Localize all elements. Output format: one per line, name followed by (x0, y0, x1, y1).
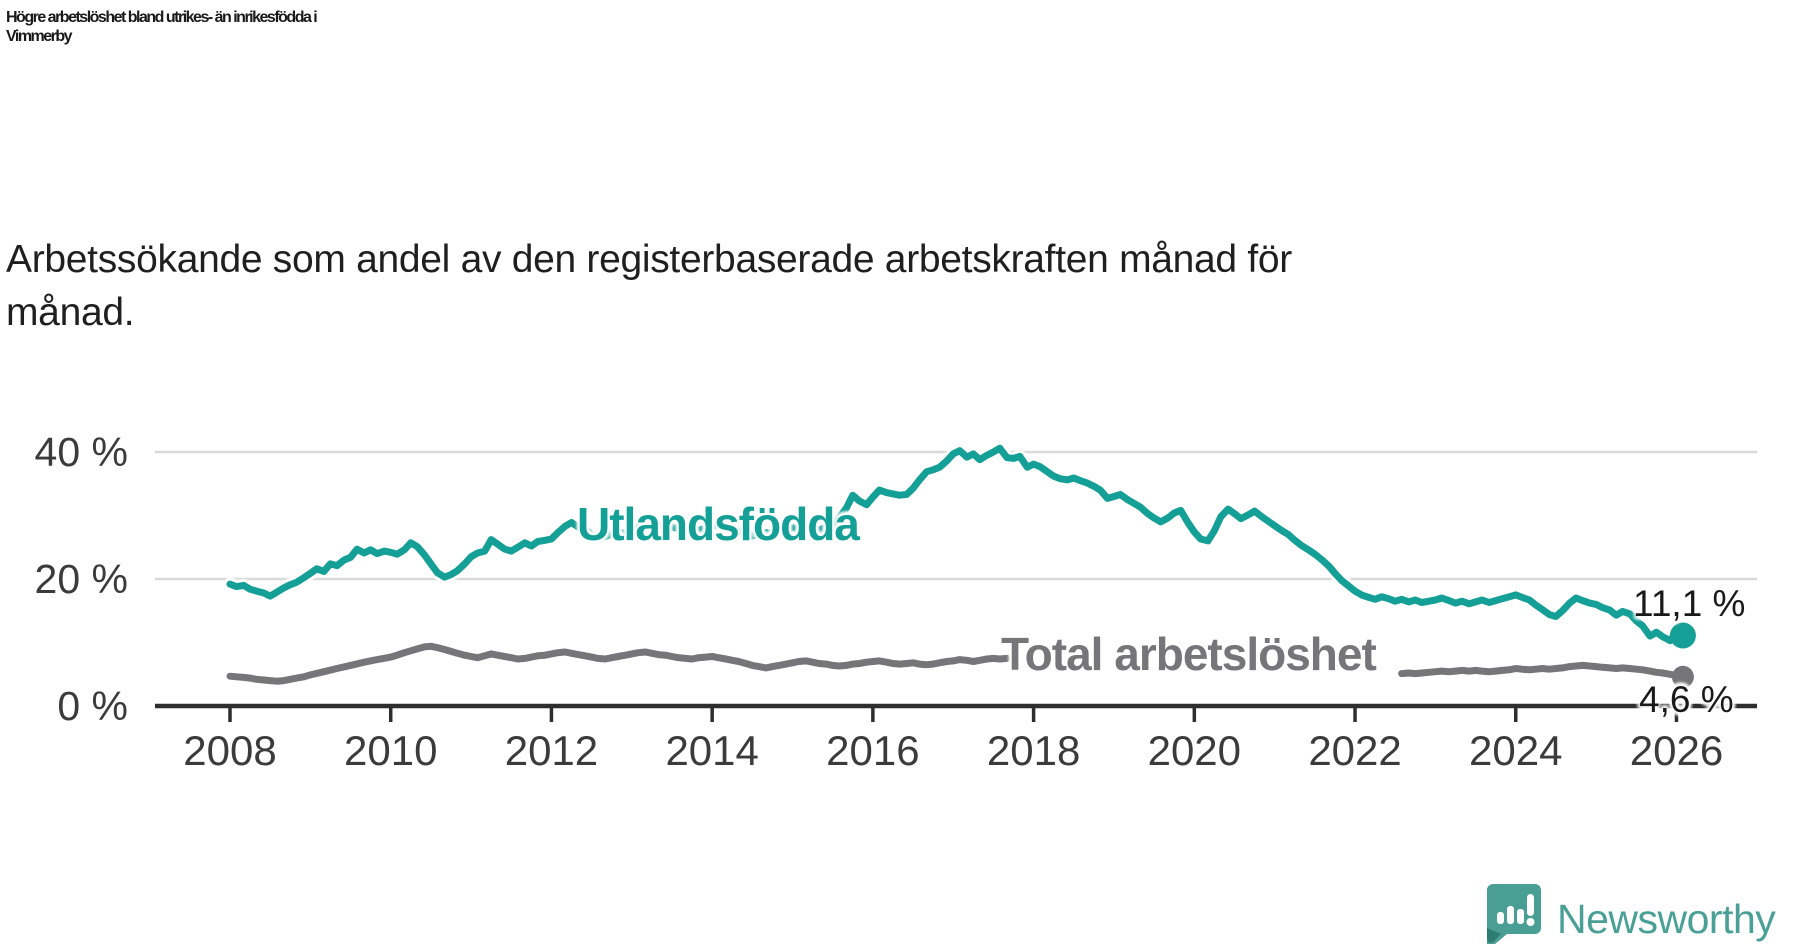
line-Total arbetslöshet (1398, 661, 1687, 681)
x-axis-label-2022: 2022 (1308, 727, 1402, 774)
x-axis-label-2014: 2014 (665, 727, 759, 774)
x-axis-label-2010: 2010 (344, 727, 438, 774)
x-axis-label-2016: 2016 (826, 727, 920, 774)
title-line-1: Högre arbetslöshet bland utrikes- än inr… (6, 9, 318, 26)
y-axis-label-0: 0 % (57, 683, 128, 729)
newsworthy-brand-text: Newsworthy (1557, 896, 1776, 942)
end-value-label-utlandsfodda: 11,1 % (1633, 583, 1746, 624)
x-axis-label-2008: 2008 (183, 727, 277, 774)
line-Utlandsfödda (226, 444, 1687, 645)
title-line-2: Vimmerby (6, 28, 73, 46)
end-dot-Total arbetslöshet (1671, 665, 1694, 688)
x-axis-label-2026: 2026 (1629, 727, 1724, 774)
series-label-total: Total arbetslöshet (1001, 628, 1377, 680)
x-axis-label-2018: 2018 (986, 727, 1081, 774)
x-axis-label-2020: 2020 (1147, 727, 1242, 774)
line-Total arbetslöshet (226, 642, 1011, 685)
y-axis-label-40: 40 % (34, 429, 128, 475)
series-label-utlandsfodda: Utlandsfödda (577, 498, 860, 550)
x-axis-label-2012: 2012 (504, 727, 599, 774)
subtitle-line-2: månad. (6, 290, 135, 334)
line-casing-Utlandsfödda (223, 441, 1690, 648)
end-value-label-total: 4,6 % (1639, 679, 1734, 720)
x-axis-label-2024: 2024 (1469, 727, 1563, 774)
y-axis-label-20: 20 % (34, 556, 128, 602)
page-title: Högre arbetslöshet bland utrikes- än inr… (6, 8, 1766, 46)
end-dot-Utlandsfödda (1669, 622, 1696, 649)
newsworthy-logo-icon (1487, 884, 1541, 944)
chart-subtitle: Arbetssökande som andel av den registerb… (6, 234, 1766, 339)
subtitle-line-1: Arbetssökande som andel av den registerb… (6, 238, 1292, 281)
